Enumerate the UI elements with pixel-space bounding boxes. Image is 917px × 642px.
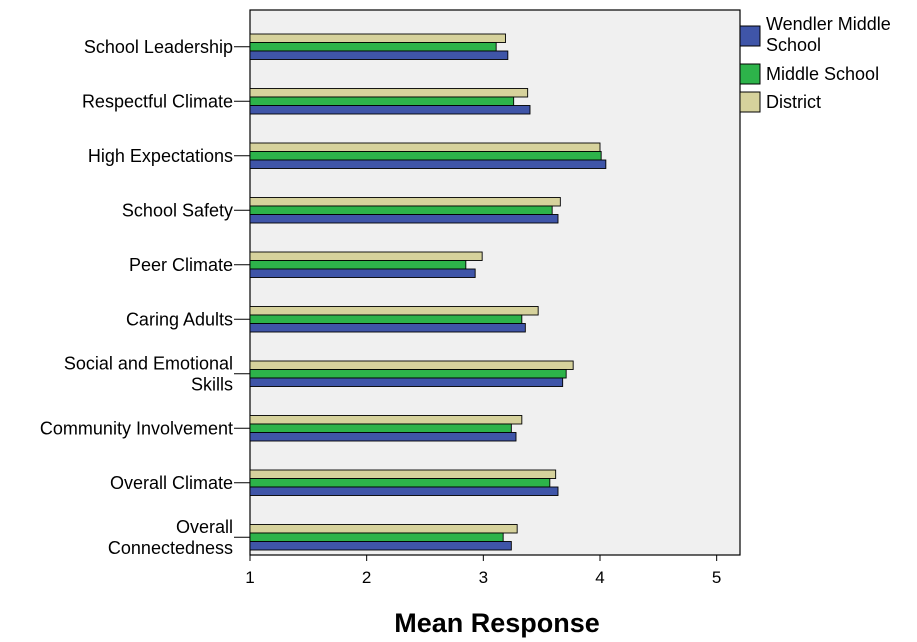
bar-middle-school-9 bbox=[249, 478, 551, 488]
bar-middle-school-1 bbox=[249, 42, 497, 52]
bar-wendler-middle-school-8 bbox=[249, 432, 517, 442]
x-tick-label: 4 bbox=[595, 568, 604, 587]
y-tick-label: High Expectations bbox=[88, 146, 233, 166]
bar-wendler-middle-school-5 bbox=[249, 268, 476, 278]
y-tick-label: Caring Adults bbox=[126, 309, 233, 329]
bar-wendler-middle-school-3 bbox=[249, 159, 607, 169]
y-tick-label: Community Involvement bbox=[40, 418, 233, 438]
legend-label: Middle School bbox=[766, 64, 879, 84]
bar-wendler-middle-school-2 bbox=[249, 105, 531, 115]
y-tick-label: Overall Climate bbox=[110, 473, 233, 493]
bar-district-2 bbox=[249, 88, 529, 98]
legend-swatch-district bbox=[739, 91, 761, 113]
bar-district-5 bbox=[249, 251, 483, 261]
bar-district-8 bbox=[249, 415, 523, 425]
bar-district-7 bbox=[249, 360, 574, 370]
bars-layer bbox=[249, 33, 607, 551]
y-tick-label: School Safety bbox=[122, 200, 233, 220]
legend-label: District bbox=[766, 92, 821, 112]
bar-middle-school-7 bbox=[249, 369, 567, 379]
bar-district-3 bbox=[249, 142, 601, 152]
bar-district-6 bbox=[249, 306, 539, 316]
bar-district-10 bbox=[249, 524, 518, 534]
bar-district-1 bbox=[249, 33, 506, 43]
bar-wendler-middle-school-7 bbox=[249, 377, 564, 387]
y-axis: School Leadership Respectful Climate High … bbox=[40, 37, 250, 558]
bar-wendler-middle-school-9 bbox=[249, 486, 559, 496]
bar-middle-school-8 bbox=[249, 423, 512, 433]
bar-middle-school-6 bbox=[249, 314, 523, 324]
x-axis: 1 2 3 4 5 bbox=[245, 555, 721, 587]
x-tick-label: 3 bbox=[479, 568, 488, 587]
bar-middle-school-4 bbox=[249, 205, 553, 215]
x-axis-title: Mean Response bbox=[394, 608, 600, 638]
legend-swatch-middle-school bbox=[739, 63, 761, 85]
bar-middle-school-3 bbox=[249, 151, 602, 161]
y-tick-label: Respectful Climate bbox=[82, 91, 233, 111]
x-tick-label: 1 bbox=[245, 568, 254, 587]
y-tick-label: School Leadership bbox=[84, 37, 233, 57]
y-tick-label: Overall bbox=[176, 517, 233, 537]
bar-middle-school-2 bbox=[249, 96, 515, 106]
y-tick-label: Skills bbox=[191, 374, 233, 394]
bar-middle-school-10 bbox=[249, 532, 504, 542]
y-tick-label: Peer Climate bbox=[129, 255, 233, 275]
bar-middle-school-5 bbox=[249, 260, 467, 270]
bar-wendler-middle-school-4 bbox=[249, 214, 559, 224]
x-tick-label: 5 bbox=[712, 568, 721, 587]
bar-wendler-middle-school-1 bbox=[249, 50, 509, 60]
bar-wendler-middle-school-10 bbox=[249, 541, 512, 551]
y-tick-label: Social and Emotional bbox=[64, 353, 233, 373]
y-tick-label: Connectedness bbox=[108, 538, 233, 558]
x-tick-label: 2 bbox=[362, 568, 371, 587]
legend-swatch-wendler-middle-school bbox=[739, 25, 761, 47]
legend-label: School bbox=[766, 35, 821, 55]
bar-district-4 bbox=[249, 197, 561, 207]
bar-wendler-middle-school-6 bbox=[249, 323, 526, 333]
bar-district-9 bbox=[249, 469, 557, 479]
legend-label: Wendler Middle bbox=[766, 14, 891, 34]
